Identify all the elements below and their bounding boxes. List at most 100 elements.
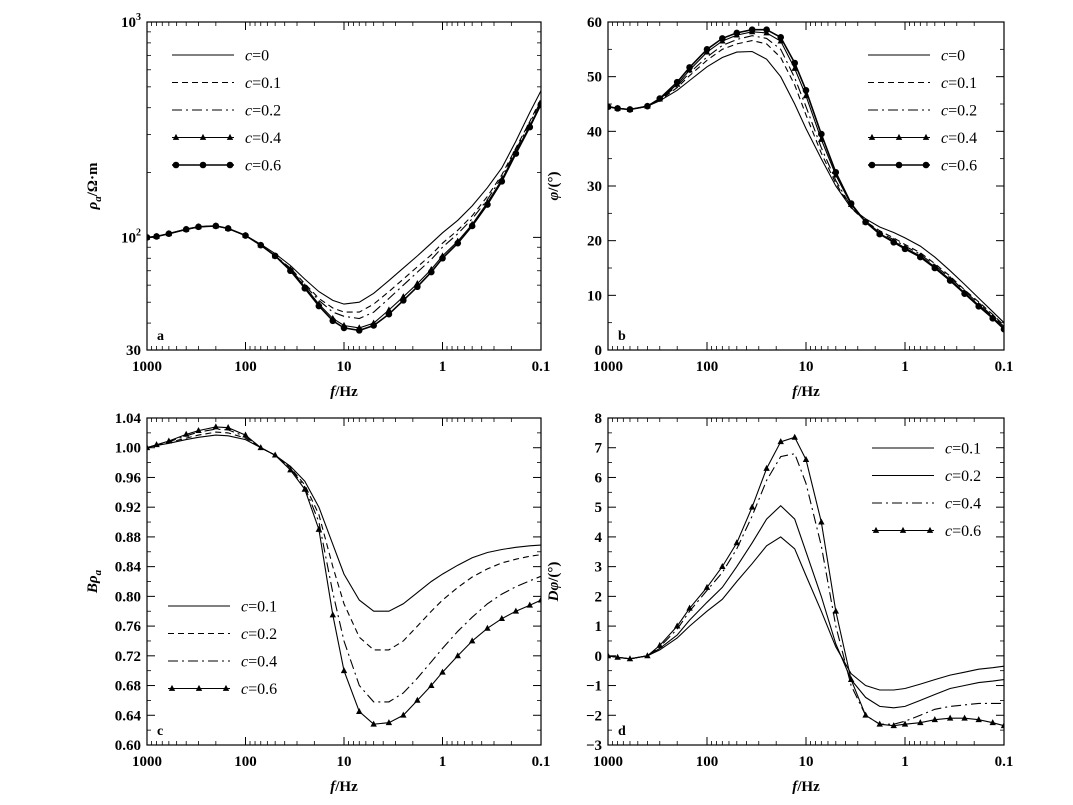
data-point <box>468 222 476 230</box>
legend-item: c=0.6 <box>172 158 281 175</box>
legend-label: c=0.4 <box>245 130 281 147</box>
y-axis-label: ρa/Ω·m <box>85 162 104 210</box>
legend-label-value: =0.2 <box>248 626 277 643</box>
data-point <box>876 720 883 727</box>
data-point <box>832 169 840 176</box>
legend-label: c=0.6 <box>241 681 277 698</box>
data-point <box>356 707 363 714</box>
data-point <box>890 722 897 729</box>
y-tick-label: 0.76 <box>115 619 142 635</box>
series-line <box>147 102 541 329</box>
data-point <box>748 26 756 33</box>
series-c-0-1 <box>608 40 1004 326</box>
legend-item: c=0.6 <box>868 158 977 175</box>
series-line <box>147 426 541 725</box>
data-point <box>257 241 265 249</box>
legend-item: c=0.4 <box>168 654 277 671</box>
data-point <box>498 615 506 622</box>
legend-label-var: c <box>245 158 252 175</box>
legend-label-var: c <box>241 654 248 671</box>
series-c-0-6 <box>147 423 541 727</box>
series-c-0-4 <box>147 99 541 331</box>
legend-label: c=0.1 <box>245 75 281 92</box>
data-point <box>673 622 681 629</box>
y-axis-label: Bρa <box>85 569 104 594</box>
y-tick-label: 0.88 <box>115 530 141 546</box>
data-point <box>931 264 939 272</box>
y-tick-label: 7 <box>595 441 603 457</box>
data-point <box>165 230 173 238</box>
y-tick-label: 60 <box>587 15 602 31</box>
chart-panel-c: 1000 100 10 1 0.1 0.60 0.64 0.68 0.72 0.76 0.80 0.8… <box>85 411 550 795</box>
legend-marker <box>195 684 203 691</box>
data-point <box>329 611 336 618</box>
legend-label: c=0 <box>245 48 269 65</box>
data-point <box>673 78 681 86</box>
legend-label: c=0.1 <box>241 599 277 616</box>
data-point <box>975 716 982 723</box>
legend: c=0c=0.1c=0.2c=0.4c=0.6 <box>172 48 281 175</box>
series-c-0 <box>608 50 1004 324</box>
data-point <box>153 441 160 448</box>
y-tick-label: 0.80 <box>115 589 141 605</box>
data-point <box>454 652 461 659</box>
legend-marker <box>868 133 876 140</box>
legend-label-var: c <box>945 441 952 458</box>
legend-item: c=0.6 <box>872 523 981 540</box>
panel-letter: b <box>618 329 626 344</box>
x-tick-label: 1 <box>439 754 447 770</box>
legend-item: c=0.2 <box>172 103 281 120</box>
y-tick-label: 0.64 <box>115 708 142 724</box>
y-tick-label: 1.04 <box>115 411 142 427</box>
legend: c=0c=0.1c=0.2c=0.4c=0.6 <box>868 48 977 175</box>
y-tick-label: 10 <box>587 288 602 304</box>
legend-label-var: c <box>945 496 952 513</box>
data-point <box>484 201 491 208</box>
series-line <box>147 431 541 651</box>
x-tick-label: 0.1 <box>995 359 1014 375</box>
x-axis-label-unit: /Hz <box>796 384 820 400</box>
data-point <box>847 200 855 207</box>
x-tick-label: 1 <box>901 359 909 375</box>
legend-marker <box>172 133 180 140</box>
data-point <box>212 423 220 430</box>
data-point <box>608 103 612 111</box>
data-point <box>537 596 541 603</box>
data-point <box>686 64 693 71</box>
legend-marker <box>922 161 930 169</box>
legend-label-var: c <box>941 103 948 120</box>
data-point <box>748 503 756 510</box>
data-point <box>340 667 348 674</box>
legend-label-value: =0.6 <box>952 523 981 540</box>
legend-marker <box>199 161 207 169</box>
x-tick-label: 10 <box>337 754 352 770</box>
y-tick-label: 8 <box>595 411 603 427</box>
data-point <box>370 720 377 727</box>
legend-marker <box>226 133 234 140</box>
series-line <box>147 434 541 612</box>
data-point <box>719 563 726 570</box>
legend-label-value: =0.4 <box>252 130 281 147</box>
legend-marker <box>895 161 903 169</box>
data-point <box>195 223 202 231</box>
legend-label: c=0.2 <box>941 103 977 120</box>
data-point <box>385 306 393 313</box>
tick-base: 10 <box>121 230 136 246</box>
legend-item: c=0 <box>172 48 269 65</box>
legend-label-value: =0.2 <box>948 103 977 120</box>
x-axis-label: f/Hz <box>792 384 820 400</box>
legend-label: c=0.1 <box>941 75 977 92</box>
data-point <box>165 437 173 444</box>
y-tick-label: 0.96 <box>115 470 142 486</box>
chart-panel-a: 1000 100 10 1 0.130102103f/Hzρa/Ω·mac=0c=0.1… <box>85 12 550 400</box>
y-tick-label: 3 <box>595 560 603 576</box>
data-point <box>832 607 840 614</box>
data-point <box>454 239 462 247</box>
tick-exponent: 3 <box>136 12 141 23</box>
legend-label-var: c <box>245 75 252 92</box>
legend-item: c=0.2 <box>872 468 981 485</box>
x-tick-label: 10 <box>337 359 352 375</box>
data-point <box>614 653 621 660</box>
legend-label: c=0.6 <box>941 158 977 175</box>
y-axis-label-var: φ <box>546 191 562 200</box>
